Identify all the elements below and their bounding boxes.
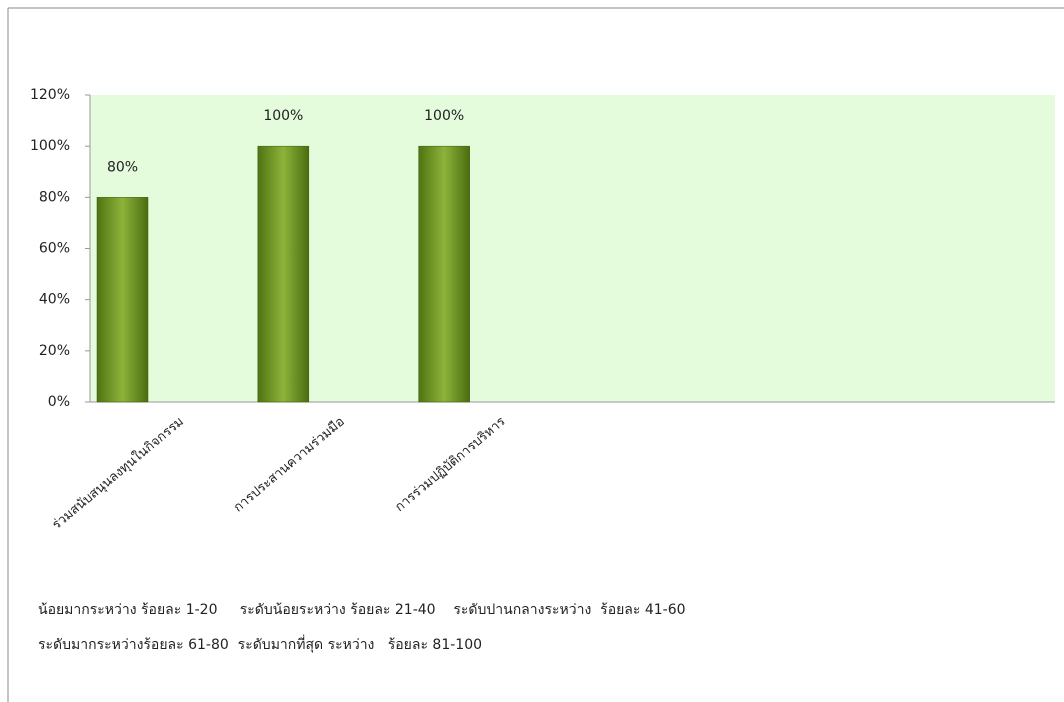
y-tick-label: 80% bbox=[39, 189, 70, 205]
y-tick-label: 20% bbox=[39, 343, 70, 359]
note: น้อยมากระหว่าง ร้อยละ 1-20 ระดับน้อยระหว… bbox=[38, 602, 686, 618]
x-tick-label: การประสานความร่วมมือ bbox=[230, 413, 347, 515]
bar bbox=[257, 145, 310, 403]
data-label: 100% bbox=[424, 108, 464, 124]
x-tick-label: ร่วมสนับสนุนลงทุนในกิจกรรม bbox=[49, 413, 187, 532]
bar bbox=[96, 197, 149, 403]
y-tick-label: 100% bbox=[30, 138, 70, 154]
x-tick-label: การร่วมปฏิบัติการบริหาร bbox=[392, 414, 508, 515]
note: ระดับมากระหว่างร้อยละ 61-80 ระดับมากที่ส… bbox=[38, 635, 482, 653]
y-tick-label: 120% bbox=[30, 87, 70, 103]
y-tick-label: 40% bbox=[39, 292, 70, 308]
y-tick-label: 60% bbox=[39, 241, 70, 257]
bar bbox=[418, 145, 470, 403]
data-label: 100% bbox=[263, 108, 303, 124]
plot-area bbox=[90, 95, 1055, 402]
y-tick-label: 0% bbox=[48, 394, 70, 410]
data-label: 80% bbox=[107, 159, 138, 175]
